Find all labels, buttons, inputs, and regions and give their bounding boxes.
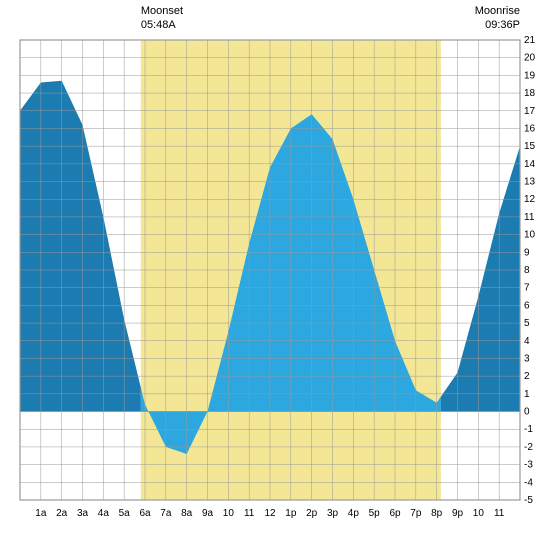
svg-text:12: 12 bbox=[524, 194, 536, 205]
svg-text:5a: 5a bbox=[119, 508, 131, 519]
chart-svg: -5-4-3-2-1012345678910111213141516171819… bbox=[0, 0, 550, 550]
svg-text:2p: 2p bbox=[306, 508, 318, 519]
svg-text:8p: 8p bbox=[431, 508, 443, 519]
svg-text:11: 11 bbox=[494, 508, 505, 519]
moonset-title: Moonset bbox=[141, 5, 183, 17]
svg-text:9: 9 bbox=[524, 247, 530, 258]
svg-text:8a: 8a bbox=[181, 508, 193, 519]
svg-text:2a: 2a bbox=[56, 508, 68, 519]
svg-text:6a: 6a bbox=[139, 508, 151, 519]
svg-text:8: 8 bbox=[524, 265, 530, 276]
svg-text:1a: 1a bbox=[35, 508, 47, 519]
svg-text:1p: 1p bbox=[285, 508, 297, 519]
svg-text:13: 13 bbox=[524, 177, 536, 188]
svg-text:6p: 6p bbox=[389, 508, 401, 519]
svg-text:3: 3 bbox=[524, 353, 530, 364]
svg-text:0: 0 bbox=[524, 407, 530, 418]
svg-text:17: 17 bbox=[524, 106, 536, 117]
svg-text:11: 11 bbox=[244, 508, 255, 519]
svg-text:7: 7 bbox=[524, 283, 530, 294]
tide-chart: -5-4-3-2-1012345678910111213141516171819… bbox=[0, 0, 550, 550]
svg-text:4p: 4p bbox=[348, 508, 360, 519]
svg-text:10: 10 bbox=[473, 508, 485, 519]
svg-text:4: 4 bbox=[524, 336, 530, 347]
svg-text:1: 1 bbox=[524, 389, 530, 400]
svg-text:5: 5 bbox=[524, 318, 530, 329]
moonrise-title: Moonrise bbox=[475, 5, 520, 17]
svg-text:7p: 7p bbox=[410, 508, 422, 519]
svg-text:16: 16 bbox=[524, 123, 536, 134]
svg-text:3p: 3p bbox=[327, 508, 339, 519]
svg-text:20: 20 bbox=[524, 53, 536, 64]
svg-text:10: 10 bbox=[524, 230, 536, 241]
svg-text:3a: 3a bbox=[77, 508, 89, 519]
svg-text:9p: 9p bbox=[452, 508, 464, 519]
svg-text:-2: -2 bbox=[524, 442, 533, 453]
svg-text:5p: 5p bbox=[369, 508, 381, 519]
svg-text:-3: -3 bbox=[524, 460, 533, 471]
svg-text:7a: 7a bbox=[160, 508, 172, 519]
svg-text:10: 10 bbox=[223, 508, 235, 519]
svg-text:21: 21 bbox=[524, 35, 536, 46]
moonset-time: 05:48A bbox=[141, 19, 177, 31]
svg-text:19: 19 bbox=[524, 70, 536, 81]
svg-text:9a: 9a bbox=[202, 508, 214, 519]
svg-text:11: 11 bbox=[524, 212, 535, 223]
svg-text:-1: -1 bbox=[524, 424, 533, 435]
svg-text:15: 15 bbox=[524, 141, 536, 152]
svg-text:-5: -5 bbox=[524, 495, 533, 506]
svg-text:2: 2 bbox=[524, 371, 530, 382]
moonrise-time: 09:36P bbox=[485, 19, 520, 31]
svg-text:-4: -4 bbox=[524, 477, 533, 488]
svg-text:6: 6 bbox=[524, 300, 530, 311]
svg-text:4a: 4a bbox=[98, 508, 110, 519]
svg-text:18: 18 bbox=[524, 88, 536, 99]
svg-text:14: 14 bbox=[524, 159, 536, 170]
svg-text:12: 12 bbox=[264, 508, 276, 519]
